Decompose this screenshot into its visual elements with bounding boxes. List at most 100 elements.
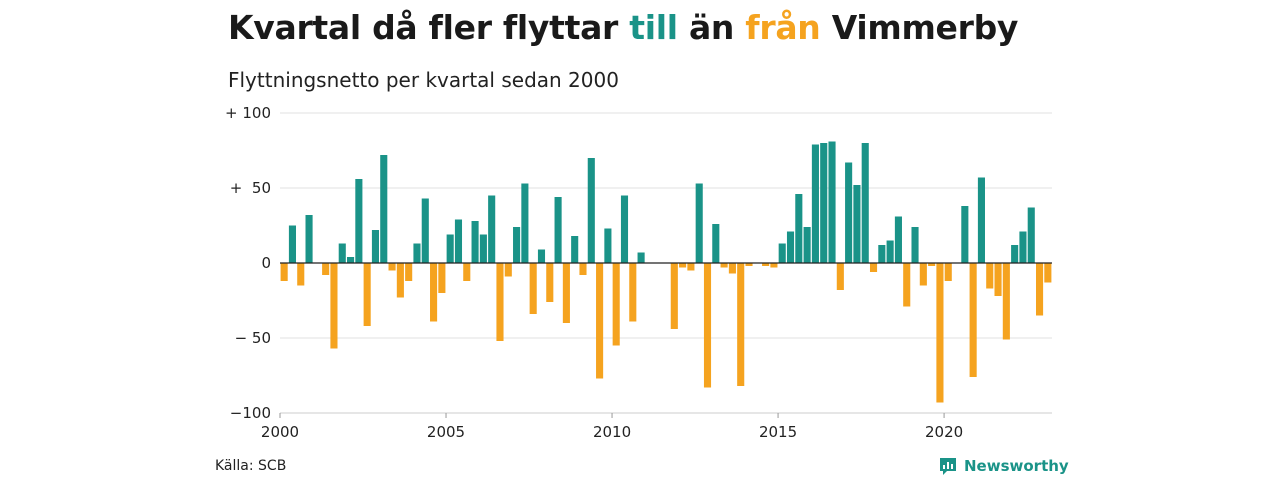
bar bbox=[928, 263, 936, 266]
bar bbox=[687, 263, 695, 271]
bar bbox=[903, 263, 911, 307]
bar bbox=[803, 227, 811, 263]
bar bbox=[1035, 263, 1044, 316]
bar bbox=[612, 263, 620, 346]
bar bbox=[396, 263, 404, 298]
bar bbox=[886, 240, 894, 263]
bar bbox=[562, 263, 570, 323]
bar bbox=[521, 183, 529, 263]
x-tick-label: 2005 bbox=[427, 423, 465, 441]
bar bbox=[604, 228, 612, 263]
bar bbox=[554, 197, 562, 263]
bar bbox=[811, 144, 819, 263]
bar bbox=[330, 263, 338, 349]
bar bbox=[488, 195, 496, 263]
brand-logo: Newsworthy bbox=[938, 456, 1069, 476]
bar bbox=[820, 143, 828, 263]
bar bbox=[371, 230, 380, 263]
chart-title: Kvartal då fler flyttar till än från Vim… bbox=[228, 8, 1018, 47]
bar bbox=[845, 162, 853, 263]
bar bbox=[695, 183, 703, 263]
bar bbox=[438, 263, 446, 293]
bar bbox=[322, 263, 330, 275]
bar bbox=[571, 236, 579, 263]
bar bbox=[479, 234, 487, 263]
bar bbox=[828, 141, 836, 263]
bar-chart-icon bbox=[940, 458, 956, 475]
bar bbox=[305, 215, 313, 263]
bar bbox=[795, 194, 803, 263]
bar bbox=[504, 263, 512, 277]
bar bbox=[703, 263, 712, 388]
bar bbox=[363, 263, 371, 326]
bar bbox=[869, 263, 878, 272]
y-tick-label: + 50 bbox=[230, 179, 271, 197]
bar bbox=[413, 243, 421, 263]
bar bbox=[496, 263, 504, 341]
bar bbox=[388, 263, 396, 271]
bar bbox=[587, 158, 595, 263]
bar bbox=[961, 206, 969, 263]
bar bbox=[421, 198, 429, 263]
bar bbox=[894, 216, 902, 263]
brand-name: Newsworthy bbox=[964, 457, 1069, 475]
bar bbox=[446, 234, 454, 263]
bar bbox=[1019, 231, 1027, 263]
bar bbox=[620, 195, 629, 263]
bar bbox=[546, 263, 554, 302]
bar bbox=[471, 221, 479, 263]
bar bbox=[679, 263, 687, 268]
bar bbox=[1011, 245, 1019, 263]
bar bbox=[338, 243, 346, 263]
bar bbox=[762, 263, 770, 266]
bar bbox=[936, 263, 944, 403]
title-highlight-till: till bbox=[629, 8, 678, 47]
bar bbox=[745, 263, 753, 266]
bar bbox=[986, 263, 994, 289]
x-tick-label: 2010 bbox=[593, 423, 631, 441]
bar bbox=[513, 227, 521, 263]
title-highlight-fran: från bbox=[745, 8, 821, 47]
bar bbox=[405, 263, 413, 281]
bar bbox=[355, 179, 363, 263]
bar bbox=[529, 263, 537, 314]
bar bbox=[728, 263, 736, 274]
bar bbox=[288, 225, 297, 263]
bar bbox=[430, 263, 438, 322]
bar bbox=[786, 231, 795, 263]
bar bbox=[737, 263, 745, 386]
bar bbox=[297, 263, 305, 286]
bar bbox=[463, 263, 471, 281]
bar bbox=[911, 227, 919, 263]
bar bbox=[778, 243, 786, 263]
bar bbox=[712, 224, 720, 263]
bar bbox=[596, 263, 604, 379]
bar bbox=[836, 263, 844, 290]
bar bbox=[380, 155, 388, 263]
title-part-2: än bbox=[677, 8, 746, 47]
bar bbox=[280, 263, 288, 281]
bar bbox=[1044, 263, 1052, 283]
title-part-3: Vimmerby bbox=[820, 8, 1019, 47]
bar bbox=[1027, 207, 1035, 263]
chart-subtitle: Flyttningsnetto per kvartal sedan 2000 bbox=[228, 68, 619, 92]
x-tick-label: 2000 bbox=[261, 423, 299, 441]
bar bbox=[637, 252, 645, 263]
bar bbox=[861, 143, 869, 263]
bar bbox=[1002, 263, 1010, 340]
bar bbox=[878, 245, 886, 263]
bar bbox=[977, 177, 985, 263]
bar bbox=[770, 263, 778, 268]
bar bbox=[454, 219, 463, 263]
y-tick-label: + 100 bbox=[225, 104, 271, 122]
bar bbox=[994, 263, 1002, 296]
x-tick-label: 2020 bbox=[925, 423, 963, 441]
bar bbox=[629, 263, 637, 322]
bar bbox=[347, 257, 355, 263]
bar bbox=[720, 263, 728, 268]
source-label: Källa: SCB bbox=[215, 458, 287, 474]
bar bbox=[579, 263, 587, 275]
y-tick-label: −100 bbox=[230, 404, 271, 422]
bar bbox=[919, 263, 927, 286]
